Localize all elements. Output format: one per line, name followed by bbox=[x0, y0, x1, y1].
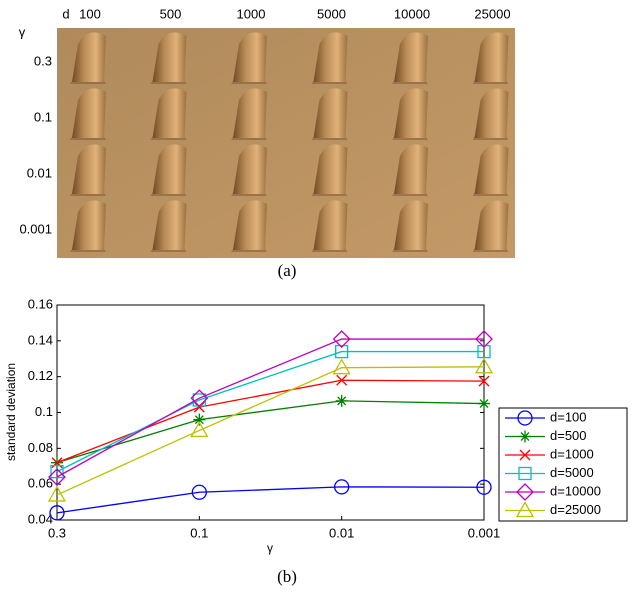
x-tick-label: 0.1 bbox=[190, 525, 208, 540]
y-axis-label: standard deviation bbox=[4, 363, 18, 461]
legend-label: d=1000 bbox=[550, 446, 594, 461]
image-grid-background bbox=[57, 28, 515, 258]
plot-frame bbox=[57, 305, 484, 520]
column-label: 5000 bbox=[317, 6, 346, 21]
series-line bbox=[57, 401, 484, 463]
legend-label: d=5000 bbox=[550, 465, 594, 480]
column-label: 25000 bbox=[474, 6, 510, 21]
x-tick-label: 0.3 bbox=[48, 525, 66, 540]
y-tick-label: 0.08 bbox=[28, 440, 53, 455]
marker bbox=[336, 395, 348, 407]
column-label: 10000 bbox=[394, 6, 430, 21]
y-tick-label: 0.04 bbox=[28, 511, 53, 526]
column-label: 500 bbox=[160, 6, 182, 21]
series-line bbox=[57, 352, 484, 472]
caption-b: (b) bbox=[277, 567, 297, 586]
legend-label: d=500 bbox=[550, 428, 587, 443]
row-label: 0.3 bbox=[34, 53, 52, 68]
y-tick-label: 0.1 bbox=[35, 404, 53, 419]
marker bbox=[334, 360, 350, 374]
legend-label: d=100 bbox=[550, 409, 587, 424]
figure: γ d (a) (b) γ standard deviation 100 500 1… bbox=[0, 0, 633, 597]
marker bbox=[193, 414, 205, 426]
marker bbox=[478, 398, 490, 410]
row-label: 0.001 bbox=[19, 221, 52, 236]
column-label: 1000 bbox=[237, 6, 266, 21]
x-tick-label: 0.001 bbox=[468, 525, 501, 540]
y-tick-label: 0.12 bbox=[28, 368, 53, 383]
d-label: d bbox=[62, 6, 69, 21]
series-line bbox=[57, 487, 484, 513]
x-tick-label: 0.01 bbox=[329, 525, 354, 540]
y-tick-label: 0.14 bbox=[28, 332, 53, 347]
series-line bbox=[57, 339, 484, 477]
row-label: 0.1 bbox=[34, 109, 52, 124]
gamma-label: γ bbox=[19, 24, 26, 39]
series-line bbox=[57, 380, 484, 462]
y-tick-label: 0.16 bbox=[28, 296, 53, 311]
x-axis-label: γ bbox=[267, 541, 273, 555]
legend-label: d=10000 bbox=[550, 483, 601, 498]
row-label: 0.01 bbox=[27, 165, 52, 180]
series-line bbox=[57, 367, 484, 495]
column-label: 100 bbox=[79, 6, 101, 21]
legend-label: d=25000 bbox=[550, 502, 601, 517]
caption-a: (a) bbox=[278, 261, 297, 280]
